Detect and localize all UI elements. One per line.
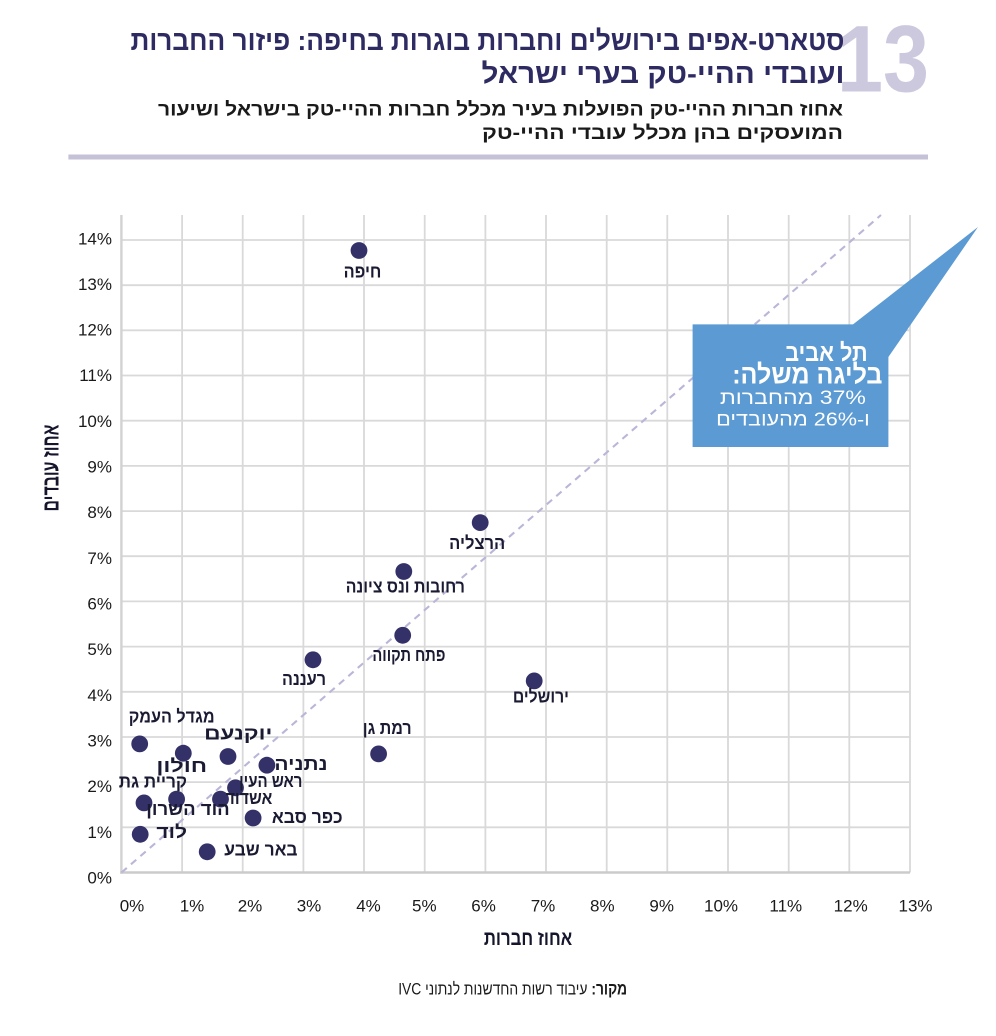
svg-text:אשדוד: אשדוד [226,788,273,808]
svg-text:חולון: חולון [156,756,207,776]
svg-text:4%: 4% [356,897,381,916]
svg-text:אחוז חברות ההיי-טק הפועלות בעי: אחוז חברות ההיי-טק הפועלות בעיר מכלל חבר… [158,100,843,121]
svg-text:רמת גן: רמת גן [363,718,412,738]
svg-text:12%: 12% [834,897,868,916]
svg-text:12%: 12% [78,321,112,340]
svg-text:10%: 10% [704,897,738,916]
svg-text:ירושלים: ירושלים [513,687,569,707]
svg-text:כפר סבא: כפר סבא [272,807,343,827]
svg-text:פתח תקווה: פתח תקווה [372,645,445,665]
svg-text:אחוז חברות: אחוז חברות [484,927,572,950]
svg-text:11%: 11% [769,897,802,916]
svg-text:10%: 10% [78,412,112,431]
svg-text:הוד השרון: הוד השרון [146,799,229,819]
svg-text:5%: 5% [87,640,112,659]
svg-text:2%: 2% [238,897,263,916]
svg-text:1%: 1% [180,897,205,916]
svg-text:אחוז עובדים: אחוז עובדים [38,425,64,512]
svg-text:9%: 9% [87,458,112,477]
svg-text:6%: 6% [87,595,112,614]
svg-text:9%: 9% [649,897,674,916]
svg-text:באר שבע: באר שבע [224,840,297,860]
svg-text:לוד: לוד [156,822,187,842]
svg-text:ועובדי ההיי-טק בערי ישראל: ועובדי ההיי-טק בערי ישראל [482,58,845,89]
svg-text:13%: 13% [898,897,932,916]
svg-text:ו-26% מהעובדים: ו-26% מהעובדים [716,409,870,430]
svg-text:8%: 8% [590,897,615,916]
svg-text:ראש העין: ראש העין [239,771,302,791]
svg-text:14%: 14% [78,229,112,248]
svg-text:7%: 7% [531,897,556,916]
svg-text:מקור: עיבוד רשות החדשנות לנתונ: מקור: עיבוד רשות החדשנות לנתוני IVC [398,979,627,998]
svg-text:2%: 2% [87,777,112,796]
svg-text:נתניה: נתניה [274,754,327,774]
svg-text:המועסקים בהן מכלל עובדי ההיי-ט: המועסקים בהן מכלל עובדי ההיי-טק [482,123,843,144]
svg-text:בליגה משלה:: בליגה משלה: [732,360,882,390]
svg-text:תל אביב: תל אביב [785,340,868,367]
svg-text:6%: 6% [471,897,496,916]
svg-text:1%: 1% [87,823,112,842]
svg-text:3%: 3% [297,897,322,916]
svg-text:חיפה: חיפה [344,262,382,282]
svg-text:0%: 0% [87,869,112,888]
svg-text:13: 13 [837,7,929,113]
svg-text:7%: 7% [87,549,112,568]
svg-text:רחובות ונס ציונה: רחובות ונס ציונה [346,576,465,596]
svg-text:יוקנעם: יוקנעם [204,724,272,744]
svg-text:13%: 13% [78,275,112,294]
svg-text:11%: 11% [79,366,112,385]
svg-text:קריית גת: קריית גת [119,771,187,791]
svg-text:8%: 8% [87,503,112,522]
svg-text:5%: 5% [412,897,437,916]
svg-text:רעננה: רעננה [282,669,326,689]
svg-text:37% מהחברות: 37% מהחברות [720,388,866,409]
svg-text:סטארט-אפים בירושלים וחברות בוג: סטארט-אפים בירושלים וחברות בוגרות בחיפה:… [131,25,845,56]
svg-text:3%: 3% [87,732,112,751]
svg-text:0%: 0% [120,897,145,916]
svg-text:הרצליה: הרצליה [449,533,505,553]
svg-text:4%: 4% [87,686,112,705]
svg-text:מגדל העמק: מגדל העמק [129,707,215,727]
